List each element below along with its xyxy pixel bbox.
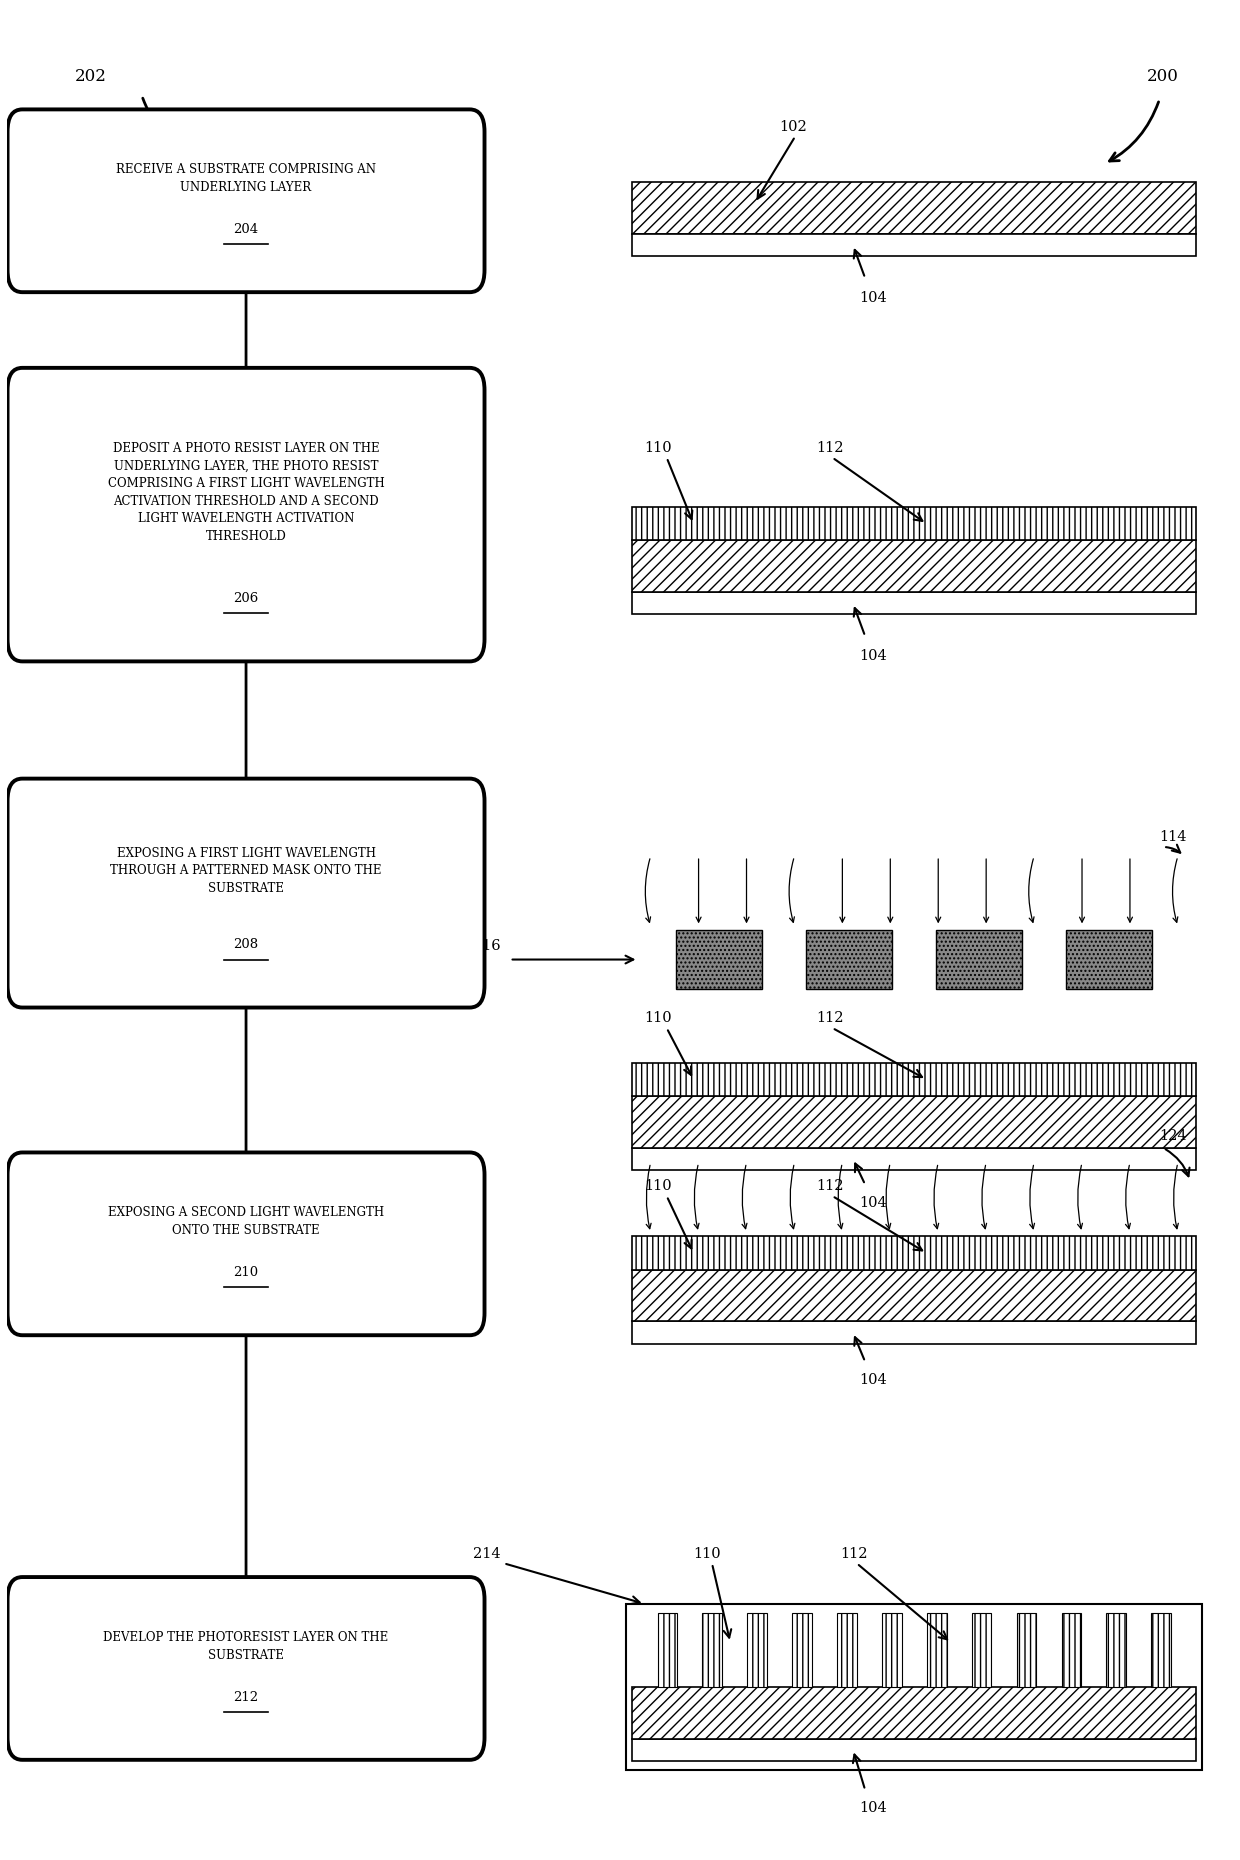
Bar — [972, 1613, 992, 1687]
Text: 104: 104 — [859, 1802, 887, 1815]
Text: DEVELOP THE PHOTORESIST LAYER ON THE
SUBSTRATE: DEVELOP THE PHOTORESIST LAYER ON THE SUB… — [103, 1631, 388, 1661]
FancyBboxPatch shape — [7, 368, 485, 662]
Bar — [632, 591, 1197, 614]
FancyBboxPatch shape — [7, 110, 485, 292]
Bar — [702, 1613, 722, 1687]
Bar — [632, 541, 1197, 591]
FancyBboxPatch shape — [7, 1577, 485, 1760]
Text: EXPOSING A FIRST LIGHT WAVELENGTH
THROUGH A PATTERNED MASK ONTO THE
SUBSTRATE: EXPOSING A FIRST LIGHT WAVELENGTH THROUG… — [110, 846, 382, 895]
Bar — [632, 1062, 1197, 1096]
Text: RECEIVE A SUBSTRATE COMPRISING AN
UNDERLYING LAYER: RECEIVE A SUBSTRATE COMPRISING AN UNDERL… — [117, 164, 376, 193]
Text: 210: 210 — [233, 1267, 259, 1280]
Text: 112: 112 — [816, 1012, 843, 1025]
Text: 214: 214 — [472, 1548, 501, 1561]
Text: DEPOSIT A PHOTO RESIST LAYER ON THE
UNDERLYING LAYER, THE PHOTO RESIST
COMPRISIN: DEPOSIT A PHOTO RESIST LAYER ON THE UNDE… — [108, 443, 384, 543]
Text: 206: 206 — [233, 591, 259, 604]
Bar — [632, 1321, 1197, 1343]
Bar — [882, 1613, 901, 1687]
Text: 104: 104 — [859, 1373, 887, 1388]
Bar — [632, 182, 1197, 234]
Text: 104: 104 — [859, 649, 887, 664]
Bar — [632, 1148, 1197, 1170]
Bar — [676, 930, 763, 990]
Text: EXPOSING A SECOND LIGHT WAVELENGTH
ONTO THE SUBSTRATE: EXPOSING A SECOND LIGHT WAVELENGTH ONTO … — [108, 1207, 384, 1237]
Text: 102: 102 — [780, 119, 807, 134]
Bar — [806, 930, 893, 990]
FancyBboxPatch shape — [7, 1153, 485, 1335]
Bar — [792, 1613, 812, 1687]
Bar — [657, 1613, 677, 1687]
Bar — [1152, 1613, 1171, 1687]
Text: 116: 116 — [472, 939, 501, 954]
Bar — [1061, 1613, 1081, 1687]
Text: 104: 104 — [859, 292, 887, 305]
Bar — [748, 1613, 768, 1687]
Text: 204: 204 — [233, 223, 259, 236]
Bar — [632, 1739, 1197, 1761]
Bar — [632, 1237, 1197, 1270]
Bar — [1017, 1613, 1037, 1687]
Text: 208: 208 — [233, 937, 259, 950]
Text: 202: 202 — [74, 67, 107, 86]
FancyBboxPatch shape — [7, 779, 485, 1008]
Text: 110: 110 — [645, 1012, 672, 1025]
Text: 110: 110 — [645, 441, 672, 456]
Bar — [936, 930, 1022, 990]
Bar — [1106, 1613, 1126, 1687]
Text: 110: 110 — [693, 1548, 722, 1561]
Bar — [626, 1603, 1203, 1771]
Text: 112: 112 — [841, 1548, 868, 1561]
Text: 110: 110 — [645, 1179, 672, 1194]
Text: 212: 212 — [233, 1691, 259, 1704]
Bar — [928, 1613, 946, 1687]
Text: 112: 112 — [816, 1179, 843, 1194]
Text: 112: 112 — [816, 441, 843, 456]
Bar — [632, 1096, 1197, 1148]
Text: 114: 114 — [1159, 830, 1187, 844]
Text: 124: 124 — [1159, 1129, 1187, 1144]
Bar — [632, 234, 1197, 257]
Bar — [632, 508, 1197, 541]
Bar — [837, 1613, 857, 1687]
Bar — [632, 1687, 1197, 1739]
Bar — [1066, 930, 1152, 990]
Text: 104: 104 — [859, 1196, 887, 1209]
Bar — [632, 1270, 1197, 1321]
Text: 200: 200 — [1147, 67, 1179, 86]
